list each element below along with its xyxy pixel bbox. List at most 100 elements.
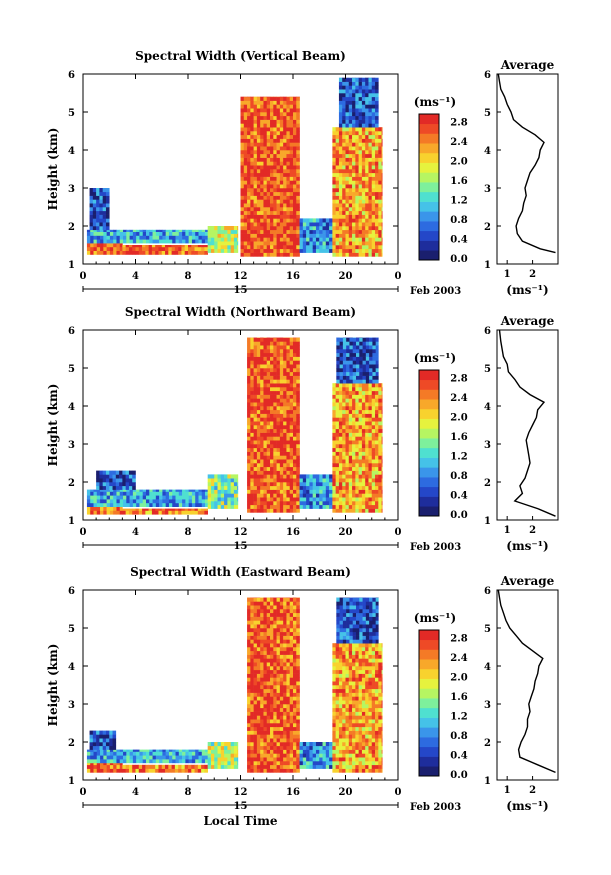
heatmap-cell	[365, 341, 370, 346]
heatmap-cell	[375, 379, 379, 384]
heatmap-cell	[352, 203, 356, 208]
heatmap-cell	[139, 755, 144, 760]
heatmap-cell	[266, 723, 271, 728]
heatmap-cell	[276, 191, 281, 196]
heatmap-cell	[279, 394, 284, 399]
heatmap-cell	[355, 203, 359, 208]
heatmap-cell	[335, 138, 340, 143]
heatmap-cell	[319, 226, 323, 231]
heatmap-cell	[332, 138, 336, 143]
heatmap-cell	[250, 210, 254, 215]
heatmap-cell	[86, 502, 91, 507]
heatmap-cell	[247, 123, 251, 128]
heatmap-cell	[273, 108, 277, 113]
heatmap-cell	[205, 751, 209, 756]
heatmap-cell	[293, 108, 297, 113]
heatmap-cell	[247, 161, 251, 166]
heatmap-cell	[266, 341, 271, 346]
heatmap-cell	[372, 352, 376, 357]
heatmap-cell	[335, 474, 340, 479]
heatmap-cell	[93, 246, 98, 251]
heatmap-cell	[103, 250, 107, 255]
heatmap-cell	[217, 241, 222, 246]
heatmap-cell	[263, 337, 268, 342]
heatmap-cell	[165, 489, 170, 492]
heatmap-cell	[247, 383, 251, 388]
heatmap-cell	[293, 402, 297, 407]
heatmap-cell	[276, 493, 281, 498]
heatmap-cell	[315, 482, 320, 487]
heatmap-cell	[342, 387, 346, 392]
heatmap-cell	[253, 489, 258, 494]
heatmap-cell	[329, 493, 333, 498]
heatmap-cell	[240, 207, 245, 212]
heatmap-cell	[352, 421, 356, 426]
heatmap-cell	[152, 502, 157, 507]
heatmap-cell	[365, 375, 370, 380]
heatmap-cell	[195, 489, 199, 492]
heatmap-cell	[299, 248, 304, 253]
heatmap-cell	[361, 85, 366, 90]
heatmap-cell	[355, 180, 359, 185]
heatmap-cell	[270, 726, 274, 731]
heatmap-cell	[375, 134, 379, 139]
heatmap-cell	[263, 489, 268, 494]
heatmap-cell	[368, 229, 373, 234]
heatmap-cell	[371, 176, 376, 181]
heatmap-cell	[345, 108, 350, 113]
heatmap-cell	[372, 368, 376, 373]
heatmap-cell	[289, 436, 294, 441]
heatmap-cell	[368, 447, 373, 452]
heatmap-cell	[276, 478, 281, 483]
heatmap-cell	[325, 233, 330, 238]
heatmap-cell	[375, 131, 379, 136]
heatmap-cell	[358, 248, 363, 253]
heatmap-cell	[358, 485, 363, 490]
heatmap-cell	[358, 504, 363, 509]
heatmap-cell	[100, 491, 104, 496]
heatmap-cell	[273, 753, 277, 758]
heatmap-cell	[247, 188, 251, 193]
heatmap-cell	[123, 239, 127, 244]
heatmap-cell	[273, 165, 277, 170]
heatmap-cell	[247, 356, 251, 361]
heatmap-cell	[352, 387, 356, 392]
heatmap-cell	[260, 345, 264, 350]
heatmap-cell	[375, 146, 379, 151]
heatmap-cell	[276, 218, 281, 223]
heatmap-cell	[369, 360, 373, 365]
heatmap-cell	[273, 470, 277, 475]
heatmap-cell	[230, 753, 235, 758]
heatmap-cell	[381, 432, 383, 437]
heatmap-cell	[224, 485, 228, 490]
heatmap-cell	[289, 402, 294, 407]
heatmap-cell	[361, 474, 366, 479]
heatmap-cell	[230, 474, 235, 479]
heatmap-cell	[86, 491, 91, 496]
heatmap-cell	[270, 119, 274, 124]
heatmap-cell	[306, 245, 310, 250]
heatmap-cell	[375, 188, 379, 193]
heatmap-cell	[260, 466, 264, 471]
heatmap-cell	[362, 341, 367, 346]
heatmap-cell	[348, 409, 353, 414]
heatmap-cell	[273, 757, 277, 762]
heatmap-cell	[361, 176, 366, 181]
heatmap-cell	[361, 81, 366, 86]
heatmap-cell	[365, 463, 369, 468]
heatmap-cell	[247, 398, 251, 403]
heatmap-cell	[207, 233, 212, 238]
heatmap-cell	[279, 444, 284, 449]
heatmap-cell	[260, 191, 264, 196]
heatmap-cell	[270, 597, 274, 602]
heatmap-cell	[368, 131, 373, 136]
heatmap-cell	[362, 349, 367, 354]
heatmap-cell	[286, 157, 291, 162]
heatmap-cell	[227, 493, 231, 498]
heatmap-cell	[342, 112, 346, 117]
heatmap-cell	[375, 180, 379, 185]
heatmap-cell	[279, 387, 284, 392]
heatmap-cell	[378, 428, 382, 433]
heatmap-cell	[375, 233, 379, 238]
heatmap-cell	[342, 153, 346, 158]
